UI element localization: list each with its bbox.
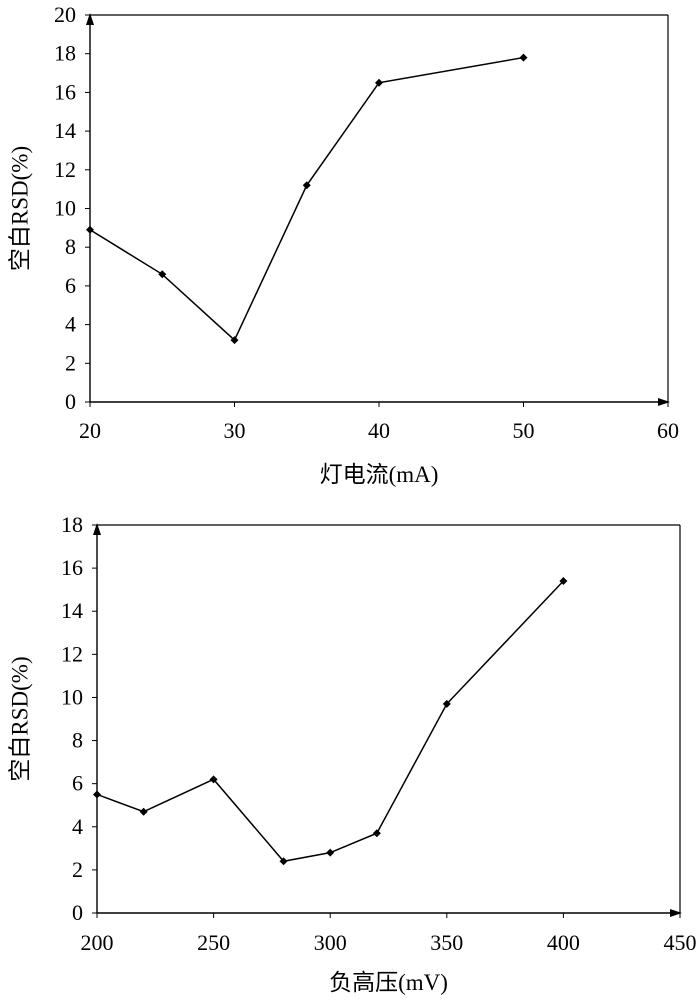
x-axis-title: 灯电流(mA)	[320, 462, 439, 487]
data-point	[279, 857, 288, 866]
y-tick-label: 2	[72, 857, 83, 882]
y-axis-arrow	[86, 13, 94, 25]
y-tick-label: 18	[54, 41, 76, 66]
data-point	[519, 53, 528, 62]
y-axis-arrow	[93, 523, 101, 535]
y-tick-label: 10	[61, 684, 83, 709]
data-point	[442, 699, 451, 708]
x-tick-label: 30	[224, 418, 246, 443]
x-tick-label: 200	[81, 930, 114, 955]
y-tick-label: 12	[61, 641, 83, 666]
y-tick-label: 2	[65, 350, 76, 375]
y-tick-label: 4	[65, 312, 76, 337]
negative-high-voltage-chart: 0 2 4 6 8 10 12 14 16 18 200 250 300 350 400 450 负高压(mV)…	[7, 512, 696, 995]
x-tick-label: 50	[513, 418, 535, 443]
x-tick-label: 400	[547, 930, 580, 955]
y-tick-label: 14	[54, 118, 76, 143]
x-tick-label: 350	[430, 930, 463, 955]
y-tick-label: 4	[72, 814, 83, 839]
y-tick-label: 6	[65, 273, 76, 298]
y-tick-label: 10	[54, 196, 76, 221]
data-point	[158, 270, 167, 279]
data-point	[139, 807, 148, 816]
y-tick-label: 16	[54, 79, 76, 104]
x-tick-label: 60	[657, 418, 679, 443]
x-tick-label: 20	[79, 418, 101, 443]
lamp-current-chart: 0 2 4 6 8 10 12 14 16 18 20 20 30 40 50 60 灯电流(mA) 空白RSD(…	[7, 2, 679, 487]
y-tick-label: 14	[61, 598, 83, 623]
y-tick-label: 0	[72, 900, 83, 925]
series-line	[96, 580, 564, 863]
y-axis-title: 空白RSD(%)	[7, 146, 32, 271]
series-line	[89, 56, 524, 342]
data-point	[326, 848, 335, 857]
y-tick-label: 18	[61, 512, 83, 537]
x-tick-label: 300	[314, 930, 347, 955]
data-point	[559, 577, 568, 586]
data-point	[375, 78, 383, 87]
y-tick-label: 12	[54, 157, 76, 182]
x-axis-arrow	[658, 398, 670, 406]
data-point	[230, 336, 239, 345]
y-tick-label: 6	[72, 771, 83, 796]
x-tick-label: 40	[368, 418, 390, 443]
data-point	[302, 181, 311, 190]
y-axis-title: 空白RSD(%)	[7, 656, 32, 781]
x-tick-label: 450	[664, 930, 697, 955]
x-tick-label: 250	[197, 930, 230, 955]
y-tick-label: 0	[65, 389, 76, 414]
data-point	[93, 790, 101, 799]
data-point	[209, 775, 218, 784]
y-tick-label: 8	[72, 728, 83, 753]
y-tick-label: 8	[65, 234, 76, 259]
data-point	[372, 829, 381, 838]
x-axis-title: 负高压(mV)	[329, 970, 448, 995]
y-tick-label: 20	[54, 2, 76, 27]
x-axis-arrow	[670, 909, 682, 917]
y-tick-label: 16	[61, 555, 83, 580]
data-point	[86, 225, 94, 234]
